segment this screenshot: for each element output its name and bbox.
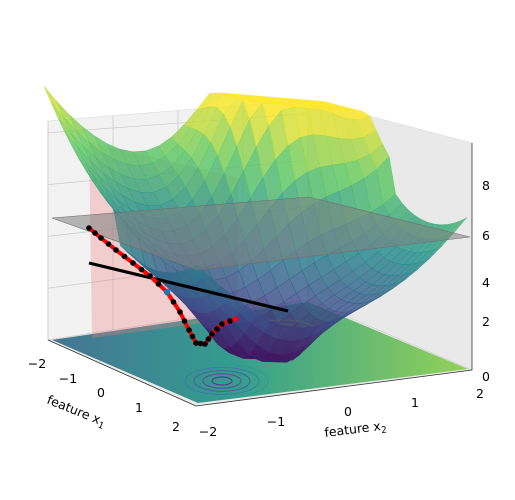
path-marker	[197, 340, 204, 347]
path-marker	[202, 341, 208, 347]
y-tick-label: −2	[199, 424, 217, 439]
contour-ring	[202, 373, 242, 389]
path-marker	[186, 327, 192, 333]
path-marker	[181, 318, 188, 324]
x-ticks: −2 −1 0 1 2	[28, 356, 180, 434]
tangent-line	[88, 261, 289, 313]
x-tick-label: 2	[172, 419, 180, 434]
path-marker	[155, 281, 162, 287]
path-marker	[105, 241, 112, 247]
y-axis-edge	[195, 369, 473, 407]
path-marker	[227, 318, 233, 324]
path-marker	[170, 299, 177, 305]
x-tick-label: 0	[97, 385, 105, 400]
path-marker	[177, 309, 183, 315]
z-tick-label: 8	[482, 178, 490, 193]
y-tick-label: 2	[476, 386, 484, 401]
x-tick-label: 1	[135, 400, 143, 415]
y-tick-label: 0	[344, 404, 352, 419]
path-marker	[113, 247, 119, 253]
path-on-surface	[86, 225, 239, 347]
x-tick-label: −1	[59, 371, 77, 386]
contour-ring	[193, 370, 251, 392]
z-tick-label: 6	[482, 228, 490, 243]
tangent-plane	[51, 196, 471, 271]
y-axis-label: feature x2	[324, 418, 388, 443]
path-marker	[205, 336, 212, 342]
y-tick-label: 1	[411, 395, 419, 410]
path-marker	[219, 321, 225, 327]
path-marker	[130, 260, 136, 266]
z-tick-label: 4	[482, 275, 490, 290]
path-marker	[121, 253, 128, 260]
z-ticks: 0 2 4 6 8	[482, 178, 490, 384]
y-tick-label: −1	[267, 414, 285, 429]
path-marker	[98, 235, 104, 241]
contour-ring	[184, 366, 260, 396]
path-marker	[189, 333, 196, 340]
x-tick-label: −2	[28, 356, 46, 371]
contour-ring	[211, 376, 233, 386]
tangent-point	[163, 288, 171, 296]
z-tick-label: 2	[482, 314, 490, 329]
contour-ring	[175, 363, 269, 399]
path-marker	[92, 230, 98, 236]
path-marker	[214, 326, 220, 332]
path-marker	[138, 266, 145, 273]
path-marker	[86, 225, 92, 231]
surface-cell	[43, 85, 64, 118]
x-axis-edge	[47, 339, 197, 407]
path-marker	[193, 340, 199, 346]
z-tick-label: 0	[482, 369, 490, 384]
y-ticks: −2 −1 0 1 2	[199, 386, 484, 439]
path-marker	[209, 331, 215, 337]
path-marker	[147, 273, 153, 279]
